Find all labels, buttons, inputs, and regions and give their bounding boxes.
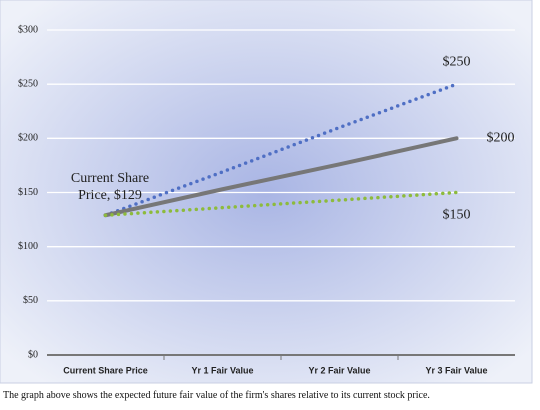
y-tick-label: $100 bbox=[18, 241, 38, 252]
y-tick-label: $50 bbox=[23, 295, 38, 306]
data-label: $250 bbox=[443, 54, 471, 69]
x-tick-label: Yr 3 Fair Value bbox=[425, 365, 487, 375]
y-tick-label: $150 bbox=[18, 187, 38, 198]
series-line bbox=[103, 190, 459, 217]
series-line bbox=[103, 82, 459, 217]
y-tick-label: $300 bbox=[18, 24, 38, 35]
x-tick-label: Current Share Price bbox=[63, 365, 148, 375]
series-line bbox=[103, 136, 459, 218]
data-label: $200 bbox=[487, 131, 515, 146]
x-tick-label: Yr 2 Fair Value bbox=[308, 365, 370, 375]
annotation: Current Share Price, $129 bbox=[70, 171, 150, 203]
data-label: $150 bbox=[443, 208, 471, 223]
y-tick-label: $0 bbox=[28, 349, 38, 360]
caption: The graph above shows the expected futur… bbox=[3, 390, 430, 401]
y-tick-label: $250 bbox=[18, 78, 38, 89]
y-tick-label: $200 bbox=[18, 133, 38, 144]
x-tick-label: Yr 1 Fair Value bbox=[191, 365, 253, 375]
chart-background bbox=[0, 0, 533, 384]
